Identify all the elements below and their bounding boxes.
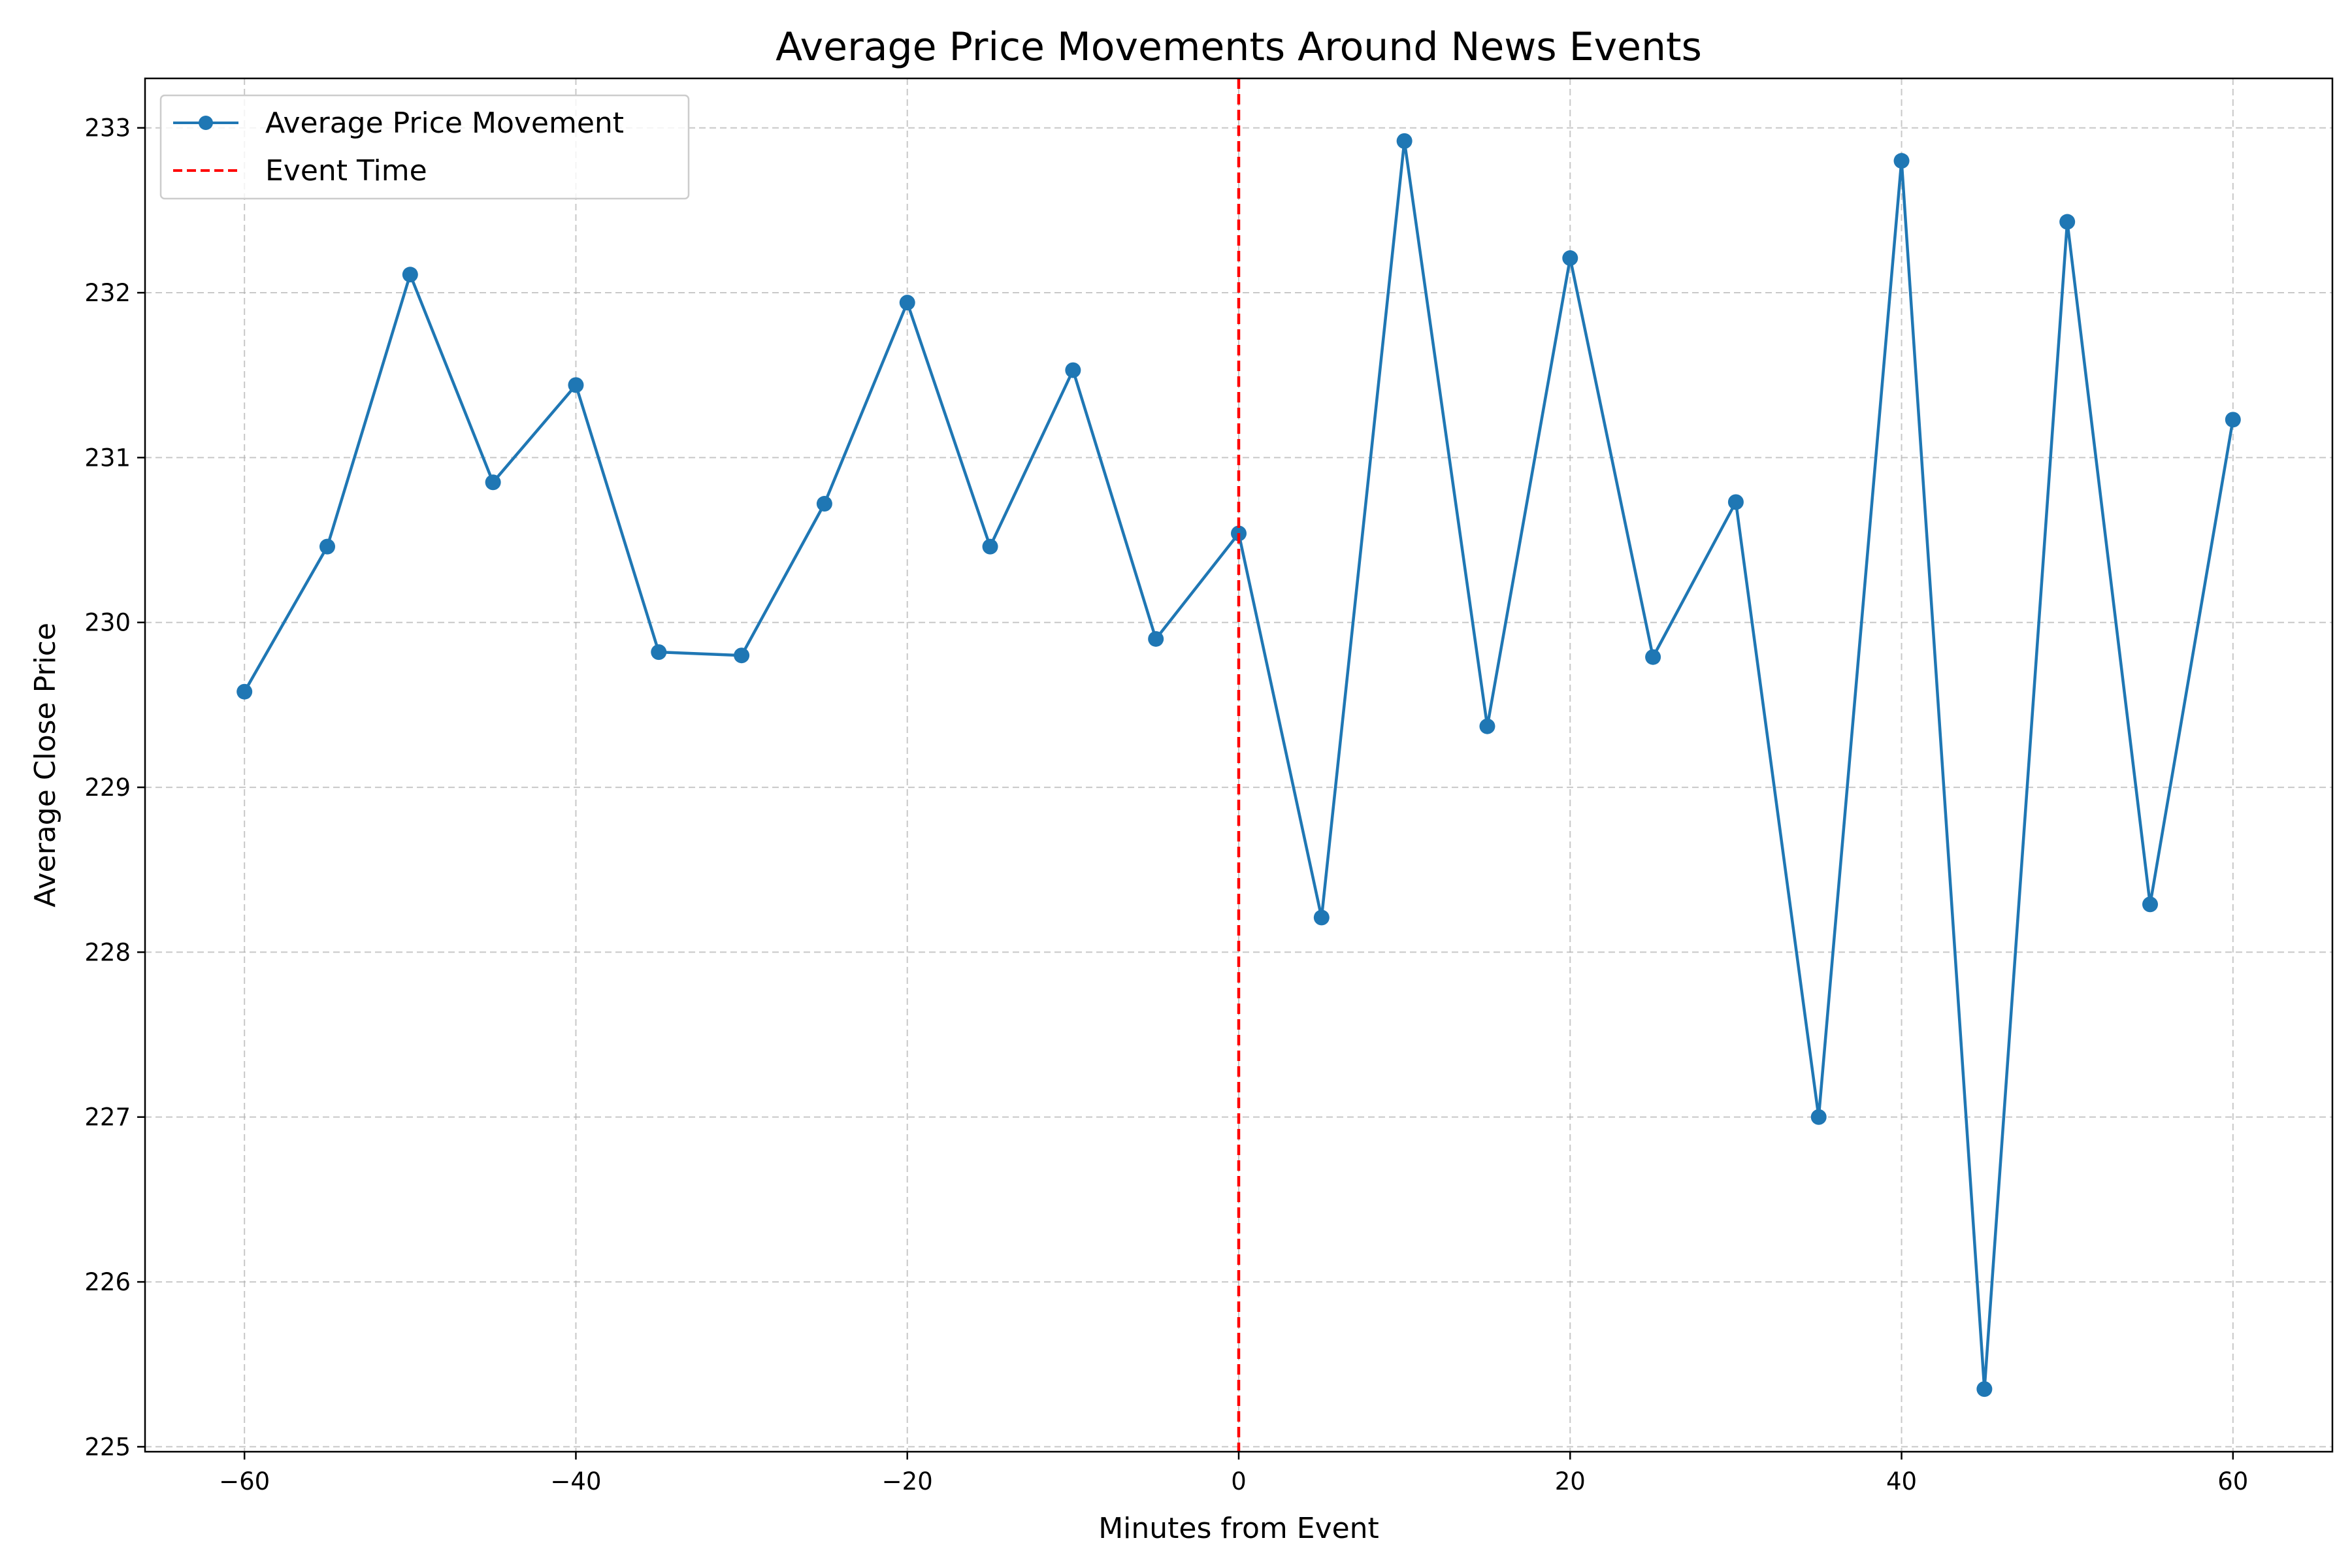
data-point [982, 538, 998, 555]
x-tick-label: −20 [882, 1467, 933, 1495]
data-point [651, 644, 667, 661]
legend: Average Price Movement Event Time [159, 94, 690, 200]
grid [145, 78, 2332, 1452]
data-point [1396, 133, 1413, 149]
x-tick-label: 60 [2217, 1467, 2248, 1495]
data-point [1727, 494, 1744, 510]
x-tick-label: −60 [219, 1467, 270, 1495]
y-tick-label: 227 [84, 1103, 131, 1132]
data-point [1148, 630, 1164, 647]
data-point [568, 377, 584, 393]
legend-series-marker [199, 116, 213, 130]
data-point [1893, 153, 1910, 169]
y-axis-label: Average Close Price [29, 623, 62, 907]
y-tick-label: 229 [84, 774, 131, 802]
data-point [1313, 909, 1330, 926]
x-axis-label: Minutes from Event [1098, 1512, 1379, 1545]
data-point [1479, 718, 1495, 734]
x-tick-label: 0 [1231, 1467, 1247, 1495]
data-point [237, 683, 253, 700]
data-point [1065, 362, 1081, 378]
data-point [1976, 1381, 1993, 1397]
legend-event-label: Event Time [265, 154, 427, 188]
chart-title: Average Price Movements Around News Even… [776, 24, 1702, 70]
data-point [734, 647, 750, 664]
data-point [1810, 1109, 1827, 1125]
data-point [319, 538, 335, 555]
data-point [2225, 412, 2241, 428]
x-tick-label: −40 [550, 1467, 601, 1495]
y-tick-label: 228 [84, 938, 131, 966]
legend-series-label: Average Price Movement [265, 106, 624, 140]
data-point [485, 474, 501, 491]
data-point [2142, 896, 2158, 913]
axis-ticks: −60 −40 −20 0 20 40 60 225 226 227 228 229 230 231 232… [84, 114, 2248, 1495]
data-point [899, 295, 915, 311]
data-point [1645, 649, 1661, 665]
series-layer [237, 78, 2241, 1452]
legend-box [159, 94, 690, 200]
x-tick-label: 20 [1555, 1467, 1586, 1495]
x-tick-label: 40 [1886, 1467, 1917, 1495]
y-tick-label: 233 [84, 114, 131, 142]
data-point [2059, 214, 2076, 230]
y-tick-label: 225 [84, 1433, 131, 1461]
y-tick-label: 231 [84, 444, 131, 472]
data-point [816, 496, 832, 512]
y-tick-label: 232 [84, 279, 131, 307]
data-point [402, 267, 418, 283]
y-tick-label: 226 [84, 1268, 131, 1296]
y-tick-label: 230 [84, 609, 131, 637]
data-point [1562, 250, 1578, 267]
